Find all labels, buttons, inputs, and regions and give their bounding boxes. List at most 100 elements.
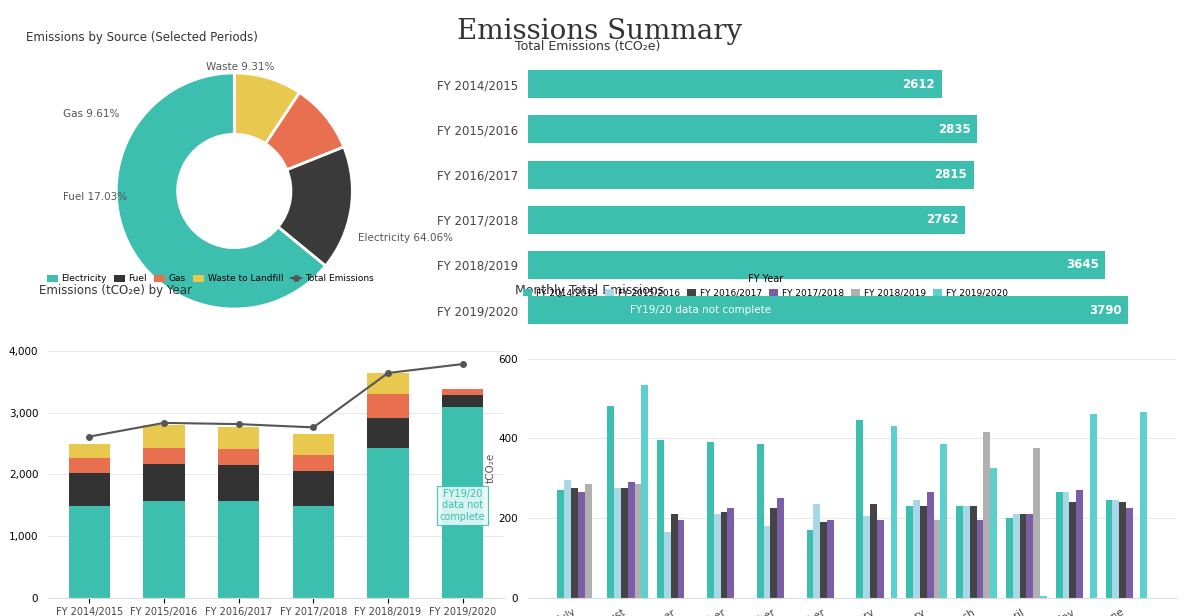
Bar	[727, 508, 734, 598]
Bar	[367, 373, 408, 394]
Bar	[877, 520, 883, 598]
Bar	[990, 468, 997, 598]
Bar	[218, 465, 259, 501]
Text: 2815: 2815	[935, 168, 967, 181]
Bar	[68, 444, 110, 458]
Bar	[635, 484, 641, 598]
Bar	[926, 492, 934, 598]
Bar	[814, 504, 821, 598]
Bar	[827, 520, 834, 598]
Bar	[1020, 514, 1026, 598]
Text: 2835: 2835	[937, 123, 971, 136]
Text: Fuel 17.03%: Fuel 17.03%	[64, 192, 127, 202]
Wedge shape	[116, 73, 325, 309]
Bar	[962, 506, 970, 598]
Bar	[658, 440, 664, 598]
Bar	[920, 506, 926, 598]
Bar	[442, 395, 484, 407]
Bar	[970, 506, 977, 598]
Bar	[614, 488, 620, 598]
Bar	[1120, 502, 1126, 598]
Text: 3790: 3790	[1090, 304, 1122, 317]
Wedge shape	[234, 73, 300, 144]
Bar	[1040, 596, 1046, 598]
Bar	[934, 520, 941, 598]
Bar	[528, 115, 977, 144]
Bar	[558, 490, 564, 598]
Text: Electricity 64.06%: Electricity 64.06%	[359, 233, 454, 243]
Bar	[906, 506, 913, 598]
Bar	[218, 501, 259, 598]
Legend: FY 2014/2015, FY 2015/2016, FY 2016/2017, FY 2017/2018, FY 2018/2019, FY 2019/20: FY 2014/2015, FY 2015/2016, FY 2016/2017…	[520, 271, 1012, 302]
Bar	[870, 504, 877, 598]
Bar	[442, 407, 484, 598]
Text: 2762: 2762	[926, 213, 959, 226]
Bar	[956, 506, 962, 598]
Bar	[757, 444, 763, 598]
Bar	[293, 506, 334, 598]
Bar	[571, 488, 578, 598]
Bar	[144, 447, 185, 464]
Bar	[671, 514, 678, 598]
Bar	[1140, 413, 1146, 598]
Bar	[528, 161, 973, 188]
Bar	[1056, 492, 1063, 598]
Bar	[584, 484, 592, 598]
Bar	[293, 455, 334, 471]
Bar	[778, 498, 784, 598]
Bar	[806, 530, 814, 598]
Bar	[144, 425, 185, 447]
Bar	[1090, 415, 1097, 598]
Bar	[890, 426, 898, 598]
Bar	[367, 394, 408, 418]
Bar	[218, 449, 259, 465]
Bar	[1126, 508, 1133, 598]
Bar	[293, 471, 334, 506]
Bar	[821, 522, 827, 598]
Bar	[68, 458, 110, 473]
Bar	[367, 418, 408, 448]
Bar	[528, 70, 942, 98]
Bar	[144, 464, 185, 501]
Bar	[1076, 490, 1084, 598]
Bar	[528, 206, 965, 233]
Text: Total Emissions (tCO₂e): Total Emissions (tCO₂e)	[515, 41, 660, 54]
Bar	[620, 488, 628, 598]
Bar	[218, 426, 259, 449]
Text: Emissions (tCO₂e) by Year: Emissions (tCO₂e) by Year	[38, 285, 192, 298]
Bar	[763, 526, 770, 598]
Bar	[1105, 500, 1112, 598]
Bar	[1063, 492, 1069, 598]
Text: Emissions Summary: Emissions Summary	[457, 18, 743, 46]
Bar	[564, 480, 571, 598]
Bar	[144, 501, 185, 598]
Bar	[664, 532, 671, 598]
Text: Monthly Total Emissions: Monthly Total Emissions	[515, 285, 665, 298]
Text: Waste 9.31%: Waste 9.31%	[206, 62, 275, 72]
Bar	[863, 516, 870, 598]
Bar	[1006, 518, 1013, 598]
Text: Emissions by Source (Selected Periods): Emissions by Source (Selected Periods)	[26, 31, 258, 44]
Bar	[720, 512, 727, 598]
Bar	[68, 473, 110, 506]
Bar	[770, 508, 778, 598]
Bar	[607, 407, 614, 598]
Wedge shape	[265, 92, 344, 170]
Text: FY19/20
data not
complete: FY19/20 data not complete	[440, 488, 486, 522]
Bar	[714, 514, 720, 598]
Legend: Electricity, Fuel, Gas, Waste to Landfill, Total Emissions: Electricity, Fuel, Gas, Waste to Landfil…	[43, 271, 377, 287]
Bar	[68, 506, 110, 598]
Bar	[528, 296, 1128, 324]
Bar	[628, 482, 635, 598]
Bar	[941, 444, 947, 598]
Text: 2612: 2612	[902, 78, 935, 91]
Bar	[977, 520, 984, 598]
Bar	[1026, 514, 1033, 598]
Wedge shape	[278, 147, 353, 266]
Bar	[678, 520, 684, 598]
Bar	[913, 500, 920, 598]
Bar	[1033, 448, 1040, 598]
Text: Gas 9.61%: Gas 9.61%	[64, 109, 120, 120]
Bar	[528, 251, 1105, 279]
Bar	[1112, 500, 1120, 598]
